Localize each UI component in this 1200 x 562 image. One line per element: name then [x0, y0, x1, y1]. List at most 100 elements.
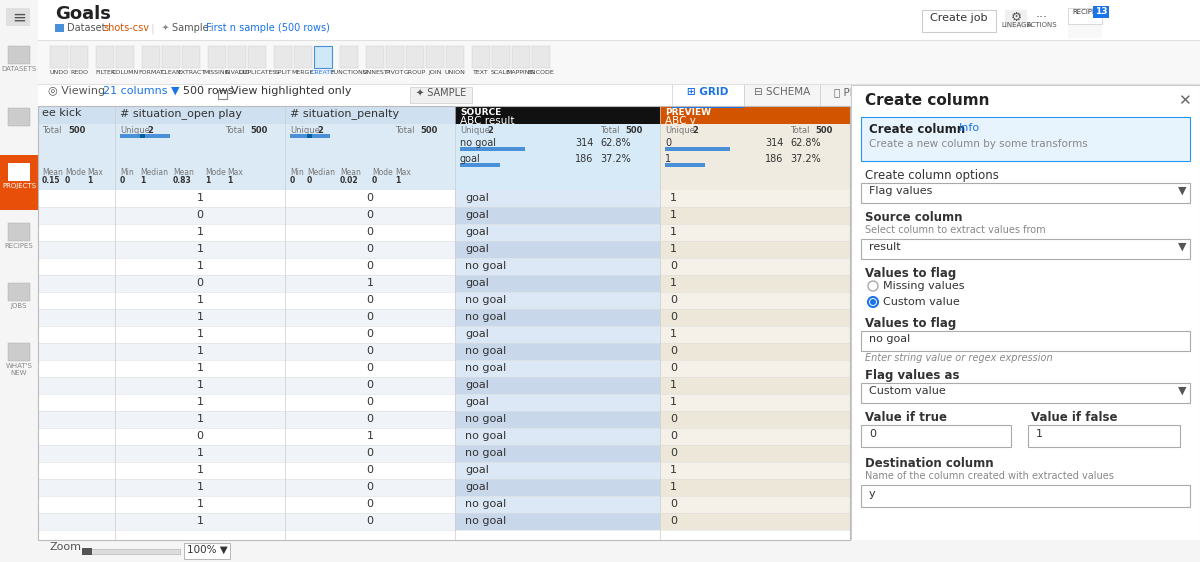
Bar [1068, 8, 1102, 38]
Text: no goal: no goal [466, 312, 506, 322]
Bar [1068, 8, 1102, 24]
Bar [0, 100, 38, 155]
Bar [38, 258, 455, 275]
Bar [660, 241, 850, 258]
Text: Destination column: Destination column [865, 457, 994, 470]
Text: goal: goal [466, 329, 488, 339]
Bar [340, 46, 358, 68]
Text: 1: 1 [197, 261, 204, 271]
Text: 0: 0 [366, 329, 373, 339]
Text: TEXT: TEXT [473, 70, 488, 75]
Bar [38, 207, 455, 224]
Bar [184, 543, 230, 559]
Text: 314: 314 [575, 138, 593, 148]
Text: 0: 0 [366, 499, 373, 509]
Text: 0.02: 0.02 [340, 176, 359, 185]
Text: 1: 1 [670, 193, 677, 203]
Text: ▼: ▼ [1178, 386, 1187, 396]
Bar [455, 258, 660, 275]
Text: 37.2%: 37.2% [600, 154, 631, 164]
Text: 1: 1 [670, 278, 677, 288]
Text: Max: Max [395, 168, 410, 177]
Text: SCALE: SCALE [491, 70, 511, 75]
Text: shots-csv: shots-csv [103, 23, 149, 33]
Text: 1: 1 [197, 295, 204, 305]
Text: 100% ▼: 100% ▼ [187, 545, 227, 555]
Text: 1: 1 [197, 482, 204, 492]
Bar [660, 411, 850, 428]
Bar [8, 343, 30, 361]
Text: Mean: Mean [340, 168, 361, 177]
Bar [38, 106, 455, 124]
Bar [455, 445, 660, 462]
Bar [446, 46, 464, 68]
Text: 0.83: 0.83 [173, 176, 192, 185]
Text: Max: Max [88, 168, 103, 177]
Bar [744, 84, 820, 106]
Bar [455, 207, 660, 224]
Text: 1: 1 [197, 414, 204, 424]
Text: Mean: Mean [173, 168, 194, 177]
Text: Dataset:: Dataset: [67, 23, 112, 33]
Text: goal: goal [466, 244, 488, 254]
Bar [0, 215, 38, 270]
Text: Create job: Create job [930, 13, 988, 23]
Text: 0: 0 [366, 210, 373, 220]
Text: ✦ SAMPLE: ✦ SAMPLE [416, 88, 466, 98]
Bar [455, 124, 660, 190]
Text: Min: Min [290, 168, 304, 177]
Text: goal: goal [466, 210, 488, 220]
Text: 1: 1 [665, 154, 671, 164]
Text: ENCODE: ENCODE [528, 70, 554, 75]
Text: 0: 0 [366, 482, 373, 492]
Text: ▼: ▼ [1178, 186, 1187, 196]
Text: View highlighted only: View highlighted only [230, 86, 352, 96]
Bar [38, 309, 455, 326]
Bar [862, 117, 1190, 161]
Text: ⊟ SCHEMA: ⊟ SCHEMA [754, 87, 810, 97]
Text: 0: 0 [670, 261, 677, 271]
Text: 0: 0 [366, 448, 373, 458]
Circle shape [868, 297, 878, 307]
Bar [38, 0, 1200, 40]
Text: Value if true: Value if true [865, 411, 947, 424]
Text: 0: 0 [65, 176, 71, 185]
Bar [862, 485, 1190, 507]
Bar [208, 46, 226, 68]
Text: Name of the column created with extracted values: Name of the column created with extracte… [865, 471, 1114, 481]
Text: 0: 0 [869, 429, 876, 439]
Bar [1093, 6, 1109, 18]
Text: 0: 0 [366, 193, 373, 203]
Bar [38, 326, 455, 343]
Bar [410, 87, 472, 103]
Text: no goal: no goal [466, 261, 506, 271]
Text: Total: Total [600, 126, 619, 135]
Bar [38, 462, 455, 479]
Text: UNDO: UNDO [49, 70, 68, 75]
Bar [862, 331, 1190, 351]
Bar [38, 513, 455, 530]
Text: DATASETS: DATASETS [1, 66, 37, 72]
Bar [665, 147, 730, 151]
Text: 1: 1 [670, 329, 677, 339]
Bar [660, 496, 850, 513]
Text: 1: 1 [197, 227, 204, 237]
Bar [0, 0, 38, 562]
Text: Unique: Unique [460, 126, 490, 135]
Bar [455, 292, 660, 309]
Text: 0: 0 [366, 227, 373, 237]
Text: no goal: no goal [466, 414, 506, 424]
Text: Create column options: Create column options [865, 169, 998, 182]
Bar [38, 241, 455, 258]
Text: 0: 0 [366, 261, 373, 271]
Text: 0: 0 [670, 346, 677, 356]
Bar [38, 190, 455, 207]
Bar [455, 411, 660, 428]
Bar [455, 241, 660, 258]
Text: 1: 1 [197, 346, 204, 356]
Bar [455, 224, 660, 241]
Text: 0: 0 [670, 516, 677, 526]
Text: REDO: REDO [70, 70, 88, 75]
Text: 500: 500 [625, 126, 642, 135]
Bar [660, 377, 850, 394]
